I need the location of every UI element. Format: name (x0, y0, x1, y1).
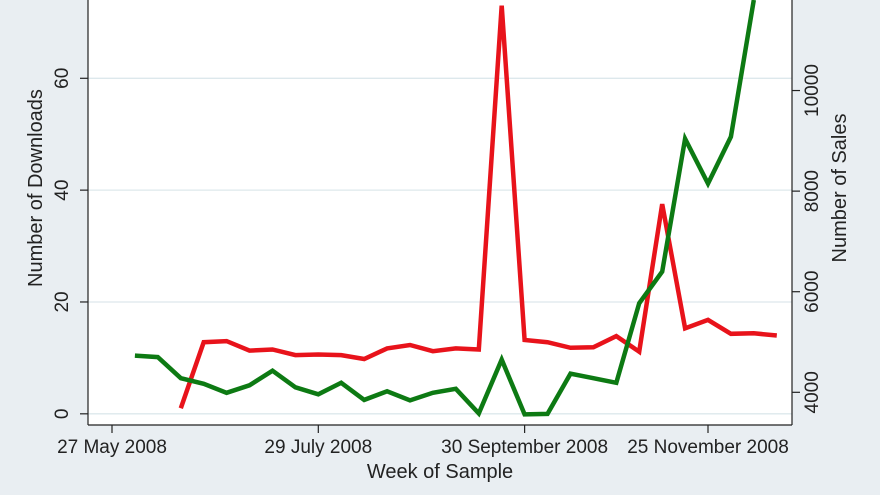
sales-line (134, 0, 757, 418)
x-tick-label: 29 July 2008 (264, 437, 372, 458)
y-left-tick-label: 0 (52, 409, 73, 420)
x-axis-title: Week of Sample (367, 461, 513, 483)
y-left-tick-label: 60 (52, 68, 73, 89)
left-axis-title: Number of Downloads (25, 89, 47, 287)
x-tick-label: 27 May 2008 (57, 437, 167, 458)
series-group (134, 0, 778, 418)
y-left-tick-label: 20 (52, 291, 73, 312)
axes: 0 20 40 60 4000 6000 8000 10000 27 May 2008 29 Ju… (52, 64, 823, 458)
y-left-tick-label: 40 (52, 180, 73, 201)
y-right-tick-label: 8000 (802, 170, 823, 212)
y-right-tick-label: 10000 (802, 64, 823, 117)
plot-area (88, 0, 792, 425)
right-axis-title: Number of Sales (829, 114, 851, 263)
x-tick-label: 25 November 2008 (627, 437, 789, 458)
y-right-tick-label: 6000 (802, 271, 823, 313)
y-right-tick-label: 4000 (802, 371, 823, 413)
x-tick-label: 30 September 2008 (441, 437, 608, 458)
downloads-line (178, 5, 778, 409)
